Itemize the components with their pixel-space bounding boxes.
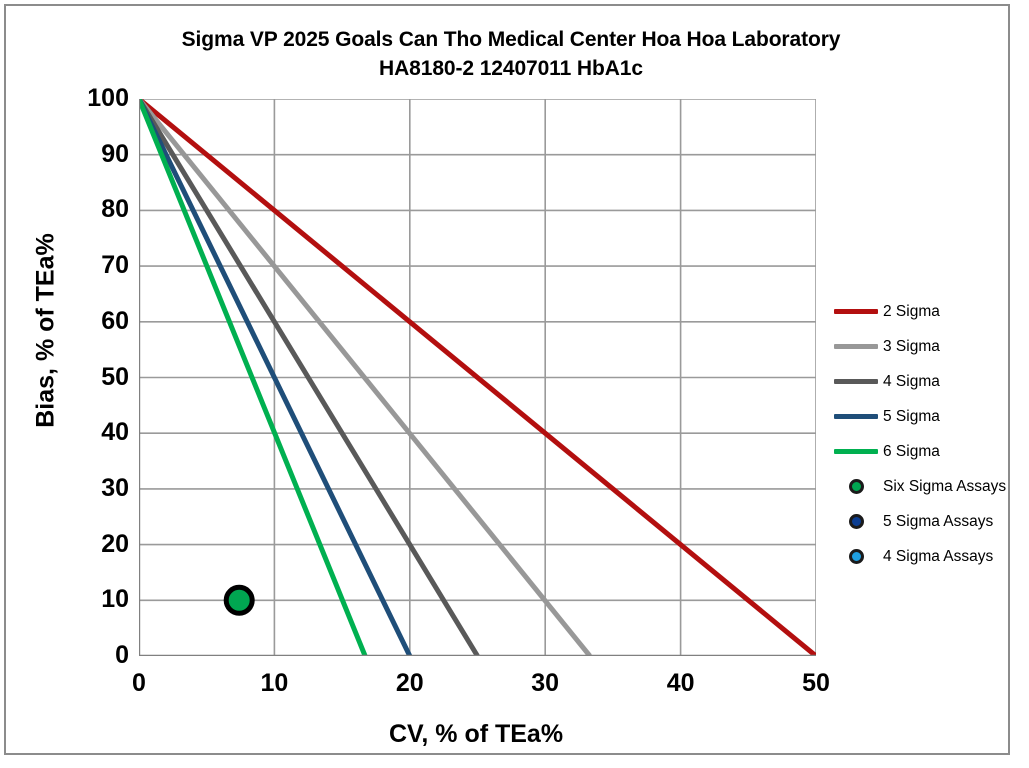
- series-line-5-sigma: [139, 99, 413, 656]
- legend-item-6-sigma[interactable]: 6 Sigma: [834, 434, 1014, 469]
- legend-line-swatch-icon: [834, 309, 878, 314]
- legend-item-4-sigma-assays[interactable]: 4 Sigma Assays: [834, 539, 1014, 574]
- y-tick-label: 10: [101, 585, 129, 614]
- data-point-six-sigma-assays[interactable]: [223, 584, 255, 616]
- series-line-4-sigma: [139, 99, 480, 656]
- plot-area: [139, 99, 816, 656]
- x-axis-tick-labels: 0 10 20 30 40 50: [132, 669, 830, 711]
- legend-item-label: Six Sigma Assays: [883, 477, 1007, 495]
- legend-item-label: 6 Sigma: [883, 442, 940, 460]
- y-tick-label: 20: [101, 529, 129, 558]
- legend-marker-circle-icon: [848, 549, 864, 564]
- legend-item-label: 2 Sigma: [883, 302, 940, 320]
- series-lines: [139, 99, 816, 656]
- series-line-3-sigma: [139, 99, 592, 656]
- chart-frame: Sigma VP 2025 Goals Can Tho Medical Cent…: [4, 4, 1010, 755]
- legend-item-label: 3 Sigma: [883, 337, 940, 355]
- x-axis-title: CV, % of TEa%: [388, 720, 564, 748]
- data-points: [223, 584, 255, 616]
- legend-item-2-sigma[interactable]: 2 Sigma: [834, 294, 1014, 329]
- legend-marker-circle-icon: [848, 479, 864, 494]
- legend-item-label: 5 Sigma Assays: [883, 512, 994, 530]
- y-tick-label: 80: [101, 195, 129, 224]
- legend-item-5-sigma[interactable]: 5 Sigma: [834, 399, 1014, 434]
- legend-item-label: 4 Sigma: [883, 372, 940, 390]
- chart-legend: 2 Sigma 3 Sigma 4 Sigma 5 Sigma 6 Sigma Six S…: [834, 294, 1014, 574]
- legend-marker-wrapper: [834, 549, 878, 564]
- legend-item-3-sigma[interactable]: 3 Sigma: [834, 329, 1014, 364]
- chart-title: Sigma VP 2025 Goals Can Tho Medical Cent…: [66, 26, 956, 84]
- y-tick-label: 70: [101, 251, 129, 280]
- plot-svg: [139, 99, 816, 656]
- series-line-6-sigma: [139, 99, 368, 656]
- chart-title-line-1: Sigma VP 2025 Goals Can Tho Medical Cent…: [181, 28, 841, 51]
- legend-line-swatch-icon: [834, 414, 878, 419]
- x-tick-label: 50: [802, 669, 830, 697]
- legend-line-swatch-icon: [834, 379, 878, 384]
- legend-marker-circle-icon: [848, 514, 864, 529]
- legend-item-4-sigma[interactable]: 4 Sigma: [834, 364, 1014, 399]
- legend-item-label: 4 Sigma Assays: [883, 547, 994, 565]
- x-tick-label: 0: [132, 669, 146, 697]
- y-tick-label: 0: [115, 641, 129, 669]
- x-tick-label: 30: [531, 669, 560, 697]
- legend-marker-wrapper: [834, 479, 878, 494]
- chart-title-line-2: HA8180-2 12407011 HbA1c: [379, 56, 643, 80]
- y-tick-label: 40: [101, 418, 129, 447]
- series-line-2-sigma: [139, 99, 816, 656]
- y-axis-tick-labels: 0 10 20 30 40 50 60 70 80 90 100: [49, 86, 129, 668]
- y-tick-label: 100: [87, 84, 129, 112]
- legend-marker-wrapper: [834, 514, 878, 529]
- legend-line-swatch-icon: [834, 449, 878, 454]
- legend-item-5-sigma-assays[interactable]: 5 Sigma Assays: [834, 504, 1014, 539]
- y-tick-label: 30: [101, 473, 129, 502]
- x-tick-label: 20: [395, 669, 424, 697]
- y-tick-label: 50: [101, 362, 129, 391]
- x-tick-label: 10: [260, 669, 289, 697]
- y-tick-label: 60: [101, 306, 129, 335]
- legend-item-six-sigma-assays[interactable]: Six Sigma Assays: [834, 469, 1014, 504]
- legend-item-label: 5 Sigma: [883, 407, 940, 425]
- y-tick-label: 90: [101, 139, 129, 168]
- x-tick-label: 40: [666, 669, 695, 697]
- legend-line-swatch-icon: [834, 344, 878, 349]
